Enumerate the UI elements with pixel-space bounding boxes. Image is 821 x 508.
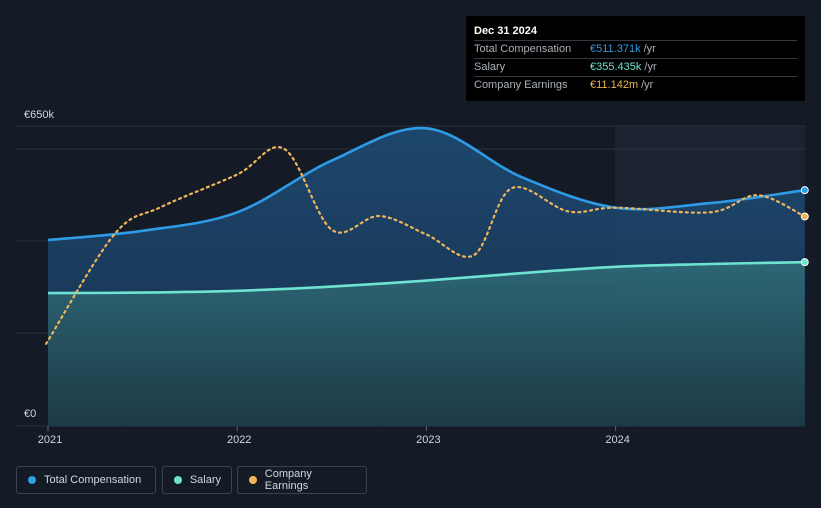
y-axis-max-label: €650k (24, 109, 54, 121)
legend-company-earnings[interactable]: Company Earnings (237, 466, 367, 494)
salary-end-point[interactable] (800, 258, 809, 267)
tooltip-unit-total: /yr (643, 43, 656, 55)
x-tick-label-2024: 2024 (605, 434, 629, 446)
x-tick-label-2023: 2023 (416, 434, 440, 446)
legend-dot-earnings (249, 476, 257, 484)
total-compensation-end-point[interactable] (800, 186, 809, 195)
tooltip-value-total: €511.371k (590, 43, 641, 55)
legend-dot-salary (174, 476, 182, 484)
tooltip-row-total: Total Compensation €511.371k /yr (474, 40, 797, 58)
tooltip-row-earnings: Company Earnings €11.142m /yr (474, 76, 797, 94)
company-earnings-end-point[interactable] (800, 212, 809, 221)
x-tick-label-2021: 2021 (38, 434, 62, 446)
tooltip-label-salary: Salary (474, 61, 506, 73)
legend-salary[interactable]: Salary (162, 466, 232, 494)
salary-area (48, 262, 805, 426)
legend-label-total: Total Compensation (44, 474, 142, 486)
legend-label-salary: Salary (189, 474, 221, 486)
tooltip-value-salary: €355.435k (590, 61, 642, 73)
legend-total-compensation[interactable]: Total Compensation (16, 466, 156, 494)
y-axis-zero-label: €0 (24, 408, 37, 420)
tooltip-value-earnings: €11.142m (590, 79, 639, 91)
tooltip-unit-salary: /yr (644, 61, 657, 73)
tooltip-label-earnings: Company Earnings (474, 79, 568, 91)
legend-label-earnings: Company Earnings (264, 468, 312, 492)
tooltip-label-total: Total Compensation (474, 43, 572, 55)
legend-dot-total (28, 476, 36, 484)
tooltip-unit-earnings: /yr (641, 79, 654, 91)
total-compensation-line (47, 126, 805, 242)
salary-line (47, 260, 805, 295)
tooltip-row-salary: Salary €355.435k /yr (474, 58, 797, 76)
tooltip-date: Dec 31 2024 (474, 25, 537, 37)
x-tick-label-2022: 2022 (227, 434, 251, 446)
company-earnings-line (45, 146, 806, 345)
tooltip: Dec 31 2024 Total Compensation €511.371k… (466, 16, 805, 101)
